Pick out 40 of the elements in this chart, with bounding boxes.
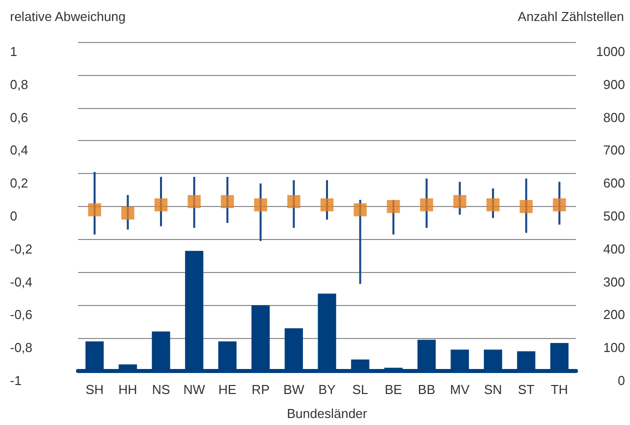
y-tick-label: -0,8 (10, 340, 32, 356)
y2-tick-label: 100 (603, 340, 625, 356)
y-tick-label: 0,8 (10, 76, 28, 92)
x-axis-title: Bundesländer (286, 406, 368, 421)
y2-axis-title: Anzahl Zählstellen (518, 9, 624, 24)
x-tick-label: BW (283, 382, 305, 397)
y2-tick-label: 300 (603, 274, 625, 290)
y-tick-label: -0,6 (10, 307, 32, 322)
x-tick-label: TH (550, 382, 568, 397)
x-tick-label: RP (252, 382, 270, 397)
x-tick-label: SN (484, 382, 502, 397)
x-tick-label: NW (183, 382, 206, 397)
x-tick-label: BY (318, 382, 336, 397)
y2-tick-label: 200 (603, 307, 625, 322)
y-tick-label: 0 (10, 208, 18, 224)
y-axis-title: relative Abweichung (10, 9, 126, 24)
y2-tick-label: 700 (603, 142, 625, 158)
y2-tick-label: 1000 (596, 44, 625, 59)
x-tick-label: BE (384, 382, 402, 397)
x-tick-label: ST (518, 382, 535, 397)
y2-tick-label: 800 (603, 110, 625, 125)
x-tick-label: SL (352, 382, 368, 397)
y2-tick-label: 500 (603, 208, 625, 224)
x-tick-label: MV (450, 382, 470, 397)
x-tick-label: NS (152, 382, 170, 397)
y-tick-label: -0,2 (10, 241, 32, 256)
x-tick-label: BB (418, 382, 436, 397)
y2-tick-label: 600 (603, 176, 625, 191)
y2-tick-label: 900 (603, 76, 625, 92)
y2-tick-label: 400 (603, 241, 625, 256)
x-tick-label: HE (218, 382, 237, 397)
y-tick-label: 1 (10, 44, 18, 59)
y-tick-label: 0,4 (10, 142, 28, 158)
y-tick-label: -1 (10, 373, 22, 388)
y-tick-label: 0,2 (10, 176, 28, 191)
y2-tick-label: 0 (618, 373, 625, 388)
x-tick-label: SH (86, 382, 104, 397)
y-tick-label: -0,4 (10, 274, 32, 290)
x-tick-label: HH (118, 382, 138, 397)
y-tick-label: 0,6 (10, 110, 28, 125)
